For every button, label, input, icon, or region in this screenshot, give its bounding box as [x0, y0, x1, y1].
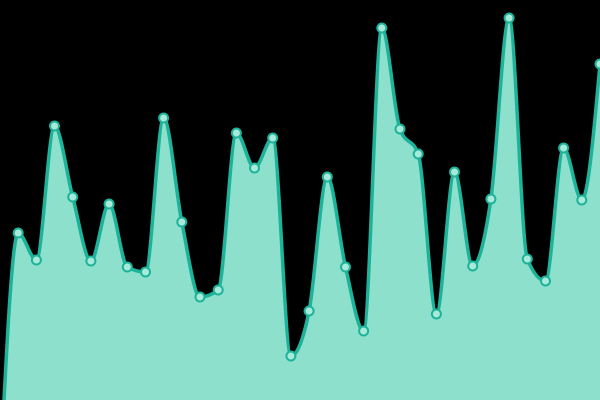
data-point-marker[interactable] [85, 255, 97, 267]
data-point-marker[interactable] [430, 308, 442, 320]
data-point-marker[interactable] [576, 194, 588, 206]
data-point-marker[interactable] [558, 142, 570, 154]
data-point-marker[interactable] [103, 198, 115, 210]
data-point-marker[interactable] [194, 291, 206, 303]
data-point-marker[interactable] [303, 305, 315, 317]
data-point-marker[interactable] [158, 112, 170, 124]
data-point-marker[interactable] [285, 350, 297, 362]
data-point-marker[interactable] [485, 193, 497, 205]
data-point-marker[interactable] [376, 22, 388, 34]
data-point-marker[interactable] [140, 266, 151, 278]
area-fill [3, 18, 600, 400]
data-point-marker[interactable] [503, 12, 515, 24]
data-point-marker[interactable] [249, 162, 260, 174]
data-point-marker[interactable] [594, 58, 600, 70]
data-point-marker[interactable] [540, 275, 551, 287]
data-point-marker[interactable] [267, 132, 279, 144]
data-point-marker[interactable] [176, 216, 188, 228]
series-line [2, 16, 600, 400]
data-point-marker[interactable] [340, 261, 351, 273]
data-point-marker[interactable] [521, 253, 533, 265]
data-point-marker[interactable] [412, 148, 424, 160]
data-point-marker[interactable] [358, 325, 370, 337]
data-point-marker[interactable] [212, 284, 224, 296]
data-point-marker[interactable] [449, 166, 460, 178]
data-point-marker[interactable] [321, 171, 333, 183]
data-point-marker[interactable] [67, 191, 79, 203]
data-point-marker[interactable] [467, 260, 479, 272]
data-point-marker[interactable] [394, 123, 406, 135]
data-point-marker[interactable] [30, 254, 42, 266]
data-point-marker[interactable] [230, 127, 242, 139]
data-point-marker[interactable] [49, 120, 60, 132]
data-point-marker[interactable] [12, 227, 24, 239]
data-point-markers [12, 12, 600, 362]
data-point-marker[interactable] [121, 261, 133, 273]
